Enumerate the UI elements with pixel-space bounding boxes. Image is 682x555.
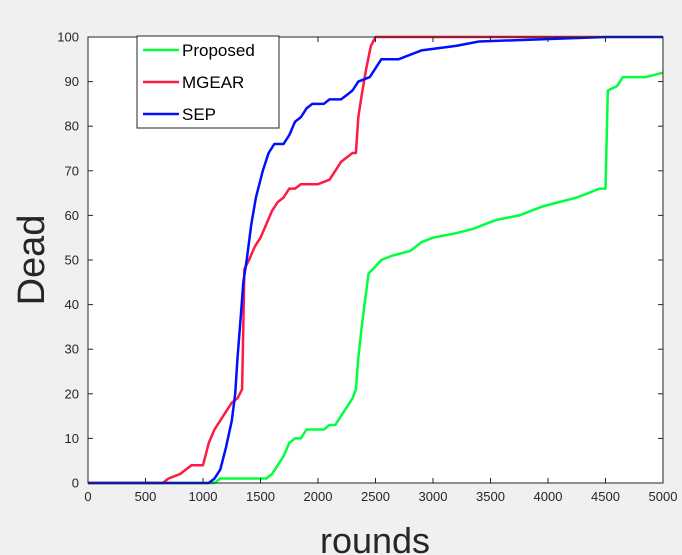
y-tick-label: 80 <box>65 119 79 134</box>
y-tick-label: 40 <box>65 297 79 312</box>
legend: Proposed MGEAR SEP <box>136 35 280 129</box>
series-line-sep <box>88 35 663 485</box>
axis-layer: 0 500 1000 1500 2000 2500 3000 3500 4000 4500 5000… <box>57 30 677 505</box>
x-tick-label: 1500 <box>246 489 275 504</box>
x-tick-label: 0 <box>84 489 91 504</box>
y-tick-label: 70 <box>65 163 79 178</box>
series-layer <box>88 35 664 485</box>
y-tick-label: 20 <box>65 386 79 401</box>
y-tick-label: 90 <box>65 74 79 89</box>
y-axis-title: Dead <box>11 215 53 306</box>
x-tick-label: 5000 <box>649 489 678 504</box>
y-tick-label: 60 <box>65 208 79 223</box>
y-tick-label: 100 <box>57 30 79 45</box>
legend-label-mgear: MGEAR <box>182 73 244 92</box>
legend-label-sep: SEP <box>182 105 216 124</box>
x-tick-label: 1000 <box>189 489 218 504</box>
legend-label-proposed: Proposed <box>182 41 255 60</box>
series-line-proposed <box>88 71 664 485</box>
x-tick-label: 3000 <box>419 489 448 504</box>
series-line-mgear <box>88 35 600 485</box>
x-tick-label: 4000 <box>534 489 563 504</box>
y-tick-label: 0 <box>72 476 79 491</box>
y-tick-label: 10 <box>65 431 79 446</box>
x-axis-title: rounds <box>320 520 430 555</box>
y-tick-label: 30 <box>65 342 79 357</box>
x-tick-label: 4500 <box>591 489 620 504</box>
x-tick-label: 2500 <box>361 489 390 504</box>
x-tick-label: 500 <box>135 489 157 504</box>
y-tick-label: 50 <box>65 253 79 268</box>
x-tick-label: 3500 <box>476 489 505 504</box>
x-tick-label: 2000 <box>304 489 333 504</box>
